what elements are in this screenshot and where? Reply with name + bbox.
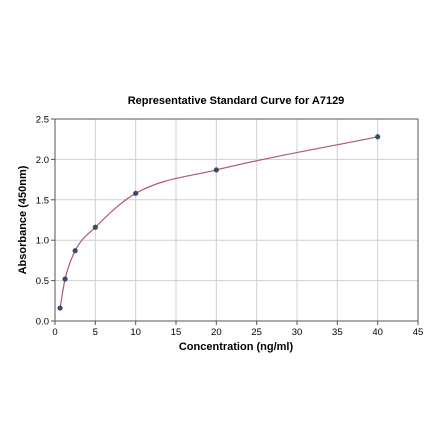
chart-title: Representative Standard Curve for A7129 [128,95,345,107]
x-tick-label: 10 [130,327,141,338]
y-tick-label: 0.0 [36,317,49,328]
data-points [57,134,381,311]
data-point [62,276,68,282]
x-tick-label: 45 [413,327,424,338]
x-tick-label: 30 [292,327,303,338]
x-tick-label: 35 [332,327,343,338]
x-tick-label: 15 [171,327,182,338]
x-tick-label: 20 [211,327,222,338]
plot-frame [54,118,419,322]
grid-lines [55,119,418,321]
data-point [375,134,381,140]
data-point [213,167,219,173]
y-tick-label: 1.5 [36,195,49,206]
y-axis-label: Absorbance (450nm) [17,165,29,274]
x-tick-label: 40 [372,327,383,338]
y-tick-label: 2.0 [36,155,49,166]
y-axis-ticks: 0.0 0.5 1.0 1.5 2.0 2.5 [36,115,55,328]
x-tick-label: 5 [93,327,98,338]
x-tick-label: 0 [52,327,57,338]
y-tick-label: 1.0 [36,236,49,247]
fit-curve [59,136,378,309]
x-axis-label: Concentration (ng/ml) [179,341,294,353]
x-axis-ticks: 0 5 10 15 20 25 30 35 40 45 [52,321,423,338]
y-tick-label: 2.5 [36,115,49,126]
data-point [57,305,63,311]
data-point [92,224,98,230]
data-point [72,248,78,254]
y-tick-label: 0.5 [36,276,49,287]
data-point [133,190,139,196]
x-tick-label: 25 [251,327,262,338]
